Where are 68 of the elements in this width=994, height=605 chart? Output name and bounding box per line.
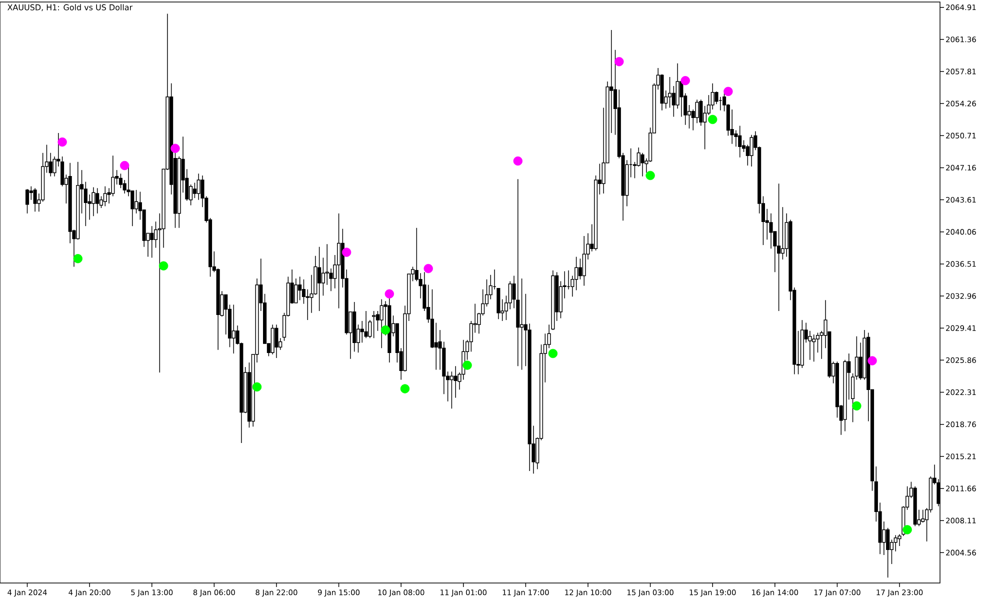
candlestick — [450, 371, 454, 409]
point — [73, 254, 82, 264]
point — [852, 401, 862, 410]
point — [646, 170, 655, 180]
candlestick — [150, 226, 154, 258]
candlestick — [858, 342, 862, 380]
point — [170, 144, 180, 153]
candlestick — [699, 99, 703, 126]
candlestick — [318, 246, 322, 312]
candlestick — [196, 173, 200, 200]
candlestick — [750, 134, 754, 167]
candlestick — [454, 366, 458, 398]
candlestick — [738, 125, 742, 158]
candlestick — [434, 322, 438, 370]
candlestick — [921, 509, 925, 523]
candlestick — [695, 99, 699, 124]
candlestick — [520, 278, 524, 370]
candlestick — [96, 188, 100, 214]
point — [384, 289, 394, 298]
point — [548, 348, 558, 358]
candlestick — [777, 183, 781, 312]
point — [158, 261, 168, 270]
point — [424, 264, 433, 274]
candlestick — [232, 304, 236, 354]
candlestick — [337, 213, 341, 309]
point — [120, 160, 130, 170]
candlestick — [306, 288, 310, 320]
point — [680, 76, 690, 86]
candlestick — [816, 332, 820, 353]
point — [400, 384, 410, 394]
candlestick — [134, 190, 138, 214]
candlestick — [298, 276, 302, 301]
candlestick — [25, 188, 30, 214]
candlestick — [33, 188, 37, 212]
candlestick — [364, 310, 368, 338]
candlestick — [582, 236, 586, 286]
candlestick — [894, 534, 898, 552]
candlestick — [192, 182, 196, 198]
candlestick — [710, 82, 714, 110]
point — [902, 525, 912, 534]
candlestick — [372, 310, 376, 338]
point — [724, 86, 733, 96]
candlestick — [668, 76, 672, 108]
candlestick — [224, 294, 228, 335]
point — [868, 356, 877, 366]
point — [462, 360, 472, 370]
point — [708, 114, 718, 124]
candlestick — [274, 324, 278, 358]
candlestick — [103, 186, 107, 207]
point — [513, 156, 522, 166]
point — [380, 325, 390, 335]
candlestick — [302, 279, 306, 304]
point — [614, 57, 624, 66]
candlestick — [780, 206, 784, 260]
candlestick — [769, 213, 773, 250]
candlestick — [48, 152, 52, 177]
point — [342, 248, 352, 257]
point — [252, 382, 262, 392]
candlestick — [84, 181, 88, 226]
candlestick — [154, 221, 158, 248]
candlestick — [812, 334, 816, 362]
candlestick — [92, 186, 96, 217]
candlestick — [854, 336, 858, 380]
candlestick — [294, 278, 298, 304]
candlestick — [99, 196, 104, 208]
candlestick — [640, 152, 644, 177]
candlestick — [380, 298, 384, 348]
point — [58, 137, 67, 147]
